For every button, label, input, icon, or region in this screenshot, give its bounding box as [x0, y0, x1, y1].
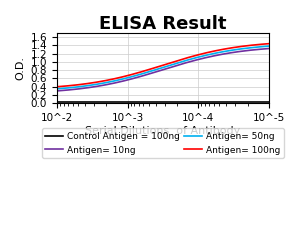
- Control Antigen = 100ng: [55, 101, 59, 104]
- Antigen= 100ng: [170, 61, 173, 64]
- Antigen= 100ng: [267, 42, 271, 45]
- Control Antigen = 100ng: [156, 101, 159, 104]
- Antigen= 50ng: [262, 45, 266, 48]
- Line: Antigen= 10ng: Antigen= 10ng: [57, 48, 269, 91]
- Antigen= 10ng: [55, 90, 59, 92]
- Control Antigen = 100ng: [181, 101, 185, 104]
- Y-axis label: O.D.: O.D.: [15, 56, 25, 80]
- Legend: Control Antigen = 100ng, Antigen= 10ng, Antigen= 50ng, Antigen= 100ng: Control Antigen = 100ng, Antigen= 10ng, …: [42, 128, 284, 158]
- Antigen= 50ng: [156, 68, 159, 70]
- Antigen= 50ng: [229, 49, 232, 52]
- Antigen= 100ng: [156, 65, 159, 68]
- Antigen= 10ng: [229, 51, 232, 54]
- Antigen= 50ng: [267, 44, 271, 48]
- Control Antigen = 100ng: [170, 101, 173, 104]
- Antigen= 100ng: [262, 42, 266, 45]
- Control Antigen = 100ng: [262, 101, 266, 104]
- X-axis label: Serial Dilutions  of Antibody: Serial Dilutions of Antibody: [85, 126, 241, 136]
- Antigen= 50ng: [170, 63, 173, 66]
- Antigen= 100ng: [181, 58, 185, 60]
- Antigen= 100ng: [157, 65, 161, 68]
- Antigen= 100ng: [55, 85, 59, 88]
- Antigen= 10ng: [157, 70, 161, 72]
- Antigen= 10ng: [170, 66, 173, 68]
- Line: Antigen= 100ng: Antigen= 100ng: [57, 44, 269, 87]
- Title: ELISA Result: ELISA Result: [99, 15, 226, 33]
- Antigen= 50ng: [181, 60, 185, 63]
- Control Antigen = 100ng: [157, 101, 161, 104]
- Line: Antigen= 50ng: Antigen= 50ng: [57, 46, 269, 89]
- Antigen= 50ng: [55, 87, 59, 90]
- Control Antigen = 100ng: [267, 101, 271, 104]
- Antigen= 50ng: [157, 67, 161, 70]
- Antigen= 10ng: [156, 70, 159, 73]
- Antigen= 100ng: [229, 46, 232, 50]
- Antigen= 10ng: [267, 47, 271, 50]
- Control Antigen = 100ng: [229, 101, 232, 104]
- Antigen= 10ng: [262, 48, 266, 50]
- Antigen= 10ng: [181, 62, 185, 65]
